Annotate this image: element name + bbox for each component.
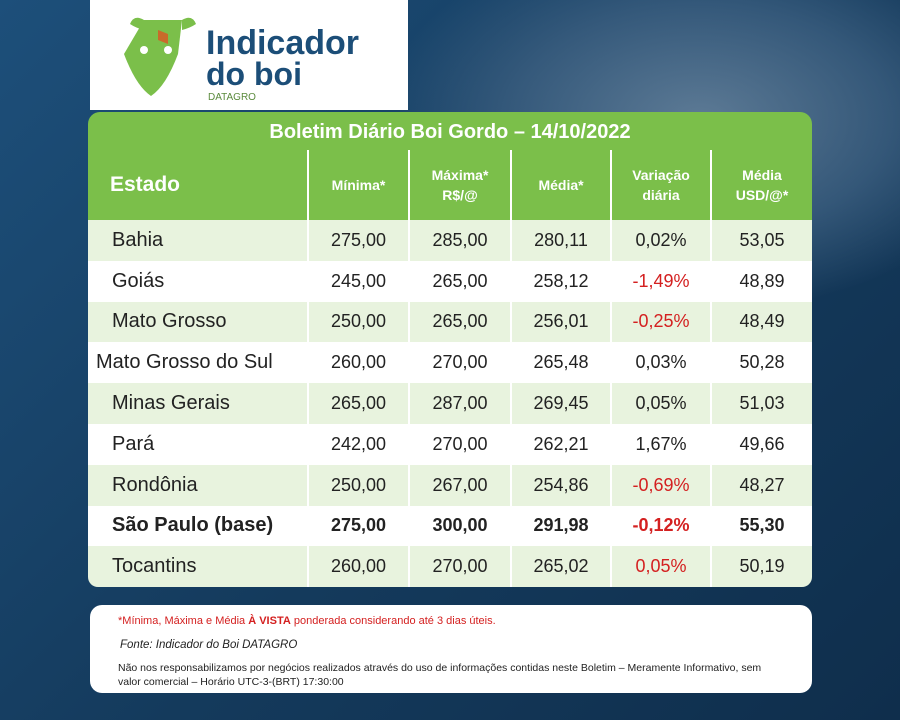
- table-row: Goiás 245,00 265,00 258,12 -1,49% 48,89: [88, 260, 812, 302]
- table-row: Mato Grosso 250,00 265,00 256,01 -0,25% 48,49: [88, 301, 812, 343]
- table-cell: 270,00: [408, 423, 510, 465]
- table-cell: 245,00: [307, 260, 408, 302]
- table-cell: 267,00: [408, 464, 510, 506]
- header-text: Máxima*: [431, 167, 489, 183]
- table-cell: 280,11: [510, 220, 610, 261]
- table-cell: Minas Gerais: [88, 383, 307, 424]
- table-cell: 55,30: [710, 505, 812, 547]
- table-cell: 260,00: [307, 342, 408, 384]
- header-text: Média*: [538, 177, 584, 193]
- table-cell: 254,86: [510, 464, 610, 506]
- table-cell: 287,00: [408, 383, 510, 424]
- table-cell: 0,05%: [610, 546, 710, 588]
- table-cell: Mato Grosso do Sul: [88, 342, 307, 384]
- table-cell: 48,27: [710, 464, 812, 506]
- header-text: Variação: [632, 167, 690, 183]
- table-cell: 265,00: [408, 260, 510, 302]
- table-cell: 53,05: [710, 220, 812, 261]
- header-cell: Média*: [510, 150, 610, 220]
- table-cell: 265,00: [408, 301, 510, 343]
- table-cell: 275,00: [307, 505, 408, 547]
- table-cell: 265,00: [307, 383, 408, 424]
- logo-line: Indicador: [206, 24, 360, 62]
- table-row: Rondônia 250,00 267,00 254,86 -0,69% 48,27: [88, 464, 812, 506]
- table-body: Bahia 275,00 285,00 280,11 0,02% 53,05 Goiás 24…: [88, 220, 812, 588]
- note-text: *Mínima, Máxima e Média: [118, 615, 249, 627]
- table-cell: -0,69%: [610, 464, 710, 506]
- table-cell: 265,02: [510, 546, 610, 588]
- header-cell: Estado: [88, 150, 307, 220]
- table-cell: 48,49: [710, 301, 812, 343]
- disclaimer: Não nos responsabilizamos por negócios r…: [118, 662, 762, 688]
- table-cell: Pará: [88, 423, 307, 465]
- table-title: Boletim Diário Boi Gordo – 14/10/2022: [88, 112, 812, 150]
- table-cell: 275,00: [307, 220, 408, 261]
- table-cell: Rondônia: [88, 464, 307, 506]
- header-text: Mínima*: [331, 177, 386, 193]
- table-row: Tocantins 260,00 270,00 265,02 0,05% 50,19: [88, 546, 812, 588]
- table-cell: Mato Grosso: [88, 301, 307, 343]
- table-cell: 51,03: [710, 383, 812, 424]
- source: Fonte: Indicador do Boi DATAGRO: [120, 639, 298, 651]
- table-cell: 0,02%: [610, 220, 710, 261]
- table-cell: 258,12: [510, 260, 610, 302]
- table-cell: 49,66: [710, 423, 812, 465]
- header-text: USD/@*: [735, 187, 789, 203]
- table-cell: 262,21: [510, 423, 610, 465]
- table-cell: 0,03%: [610, 342, 710, 384]
- header-text: R$/@: [442, 187, 478, 203]
- table-cell: 270,00: [408, 342, 510, 384]
- table-cell: 1,67%: [610, 423, 710, 465]
- table-cell: São Paulo (base): [88, 505, 307, 547]
- table-cell: -1,49%: [610, 260, 710, 302]
- table-cell: 256,01: [510, 301, 610, 343]
- table-cell: 250,00: [307, 301, 408, 343]
- table-cell: -0,12%: [610, 505, 710, 547]
- header-text: Média: [742, 167, 782, 183]
- table-cell: 0,05%: [610, 383, 710, 424]
- table-row: Minas Gerais 265,00 287,00 269,45 0,05% 51,03: [88, 383, 812, 424]
- table-row: Pará 242,00 270,00 262,21 1,67% 49,66: [88, 423, 812, 465]
- footer: *Mínima, Máxima e Média À VISTA ponderad…: [90, 605, 812, 693]
- table-row: São Paulo (base) 275,00 300,00 291,98 -0,12%…: [88, 505, 812, 547]
- header-text: Estado: [110, 173, 181, 196]
- table-cell: 265,48: [510, 342, 610, 384]
- table-cell: 242,00: [307, 423, 408, 465]
- table-cell: 260,00: [307, 546, 408, 588]
- note: *Mínima, Máxima e Média À VISTA ponderad…: [118, 615, 496, 627]
- table-cell: 269,45: [510, 383, 610, 424]
- table-cell: 50,28: [710, 342, 812, 384]
- table-cell: Goiás: [88, 260, 307, 302]
- note-text: ponderada considerando até 3 dias úteis.: [290, 615, 496, 627]
- logo: Indicador do boi DATAGRO: [90, 0, 408, 110]
- logo-icon: [124, 17, 196, 96]
- table-cell: 48,89: [710, 260, 812, 302]
- note-bold: À VISTA: [248, 615, 291, 627]
- table-row: Bahia 275,00 285,00 280,11 0,02% 53,05: [88, 220, 812, 261]
- table-cell: 250,00: [307, 464, 408, 506]
- table-row: Mato Grosso do Sul 260,00 270,00 265,48 0,03…: [88, 342, 812, 384]
- table-cell: Tocantins: [88, 546, 307, 588]
- table-cell: 270,00: [408, 546, 510, 588]
- table-cell: 300,00: [408, 505, 510, 547]
- table-cell: -0,25%: [610, 301, 710, 343]
- header-cell: Média USD/@*: [710, 150, 812, 220]
- table-cell: Bahia: [88, 220, 307, 261]
- logo-line: do boi: [206, 56, 302, 92]
- table-cell: 291,98: [510, 505, 610, 547]
- header-cell: Mínima*: [307, 150, 408, 220]
- table-cell: 285,00: [408, 220, 510, 261]
- header-cell: Máxima* R$/@: [408, 150, 510, 220]
- table-cell: 50,19: [710, 546, 812, 588]
- logo-brand: DATAGRO: [208, 92, 256, 103]
- header-row: Estado Mínima* Máxima* R$/@ Média* Variação di…: [88, 150, 812, 220]
- table: Boletim Diário Boi Gordo – 14/10/2022 Es…: [88, 112, 812, 588]
- header-text: diária: [642, 187, 680, 203]
- header-cell: Variação diária: [610, 150, 710, 220]
